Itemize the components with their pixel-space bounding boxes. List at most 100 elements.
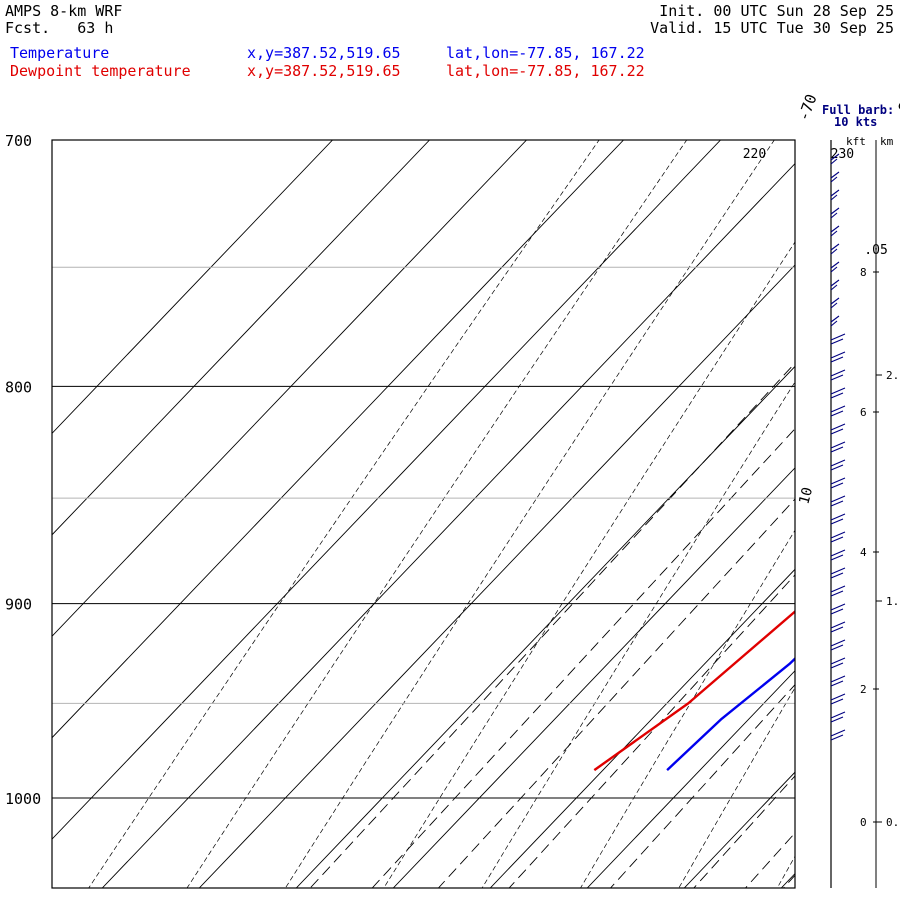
wind-barb <box>830 531 846 543</box>
wind-barb <box>830 153 840 165</box>
mixing-ratio-line <box>744 832 795 888</box>
pressure-tick-label: 900 <box>5 596 32 614</box>
temperature-tick-label: -60 <box>891 92 900 124</box>
legend-temperature-latlon: lat,lon=-77.85, 167.22 <box>446 44 645 62</box>
theta-label: 220 <box>743 147 766 162</box>
wind-barb <box>830 693 846 705</box>
isotherm-line <box>52 140 721 840</box>
barb-speed-label: 10 <box>796 486 816 506</box>
wind-barb <box>830 405 846 417</box>
wind-barb <box>830 207 840 219</box>
wind-barb <box>830 603 846 615</box>
valid-label: Valid. <box>650 19 705 37</box>
wind-barb <box>830 549 846 561</box>
isotherm-line <box>52 140 527 637</box>
temperature-tick-label: -70 <box>794 92 820 124</box>
wind-barb <box>830 189 840 201</box>
isotherm-line <box>586 670 795 888</box>
wind-barb <box>830 621 846 633</box>
wind-barb <box>830 441 846 453</box>
dry-adiabat <box>481 381 795 888</box>
wind-barb <box>830 477 846 489</box>
dewpoint-profile <box>593 610 795 772</box>
km-tick-label: 0. <box>886 816 899 829</box>
wind-barb <box>830 639 846 651</box>
mixing-ratio-line <box>437 498 795 888</box>
theta-label: 230 <box>831 147 854 162</box>
kft-tick-label: 6 <box>860 406 867 419</box>
kft-tick-label: 4 <box>860 546 867 559</box>
wind-barb <box>830 729 846 741</box>
wind-barb <box>830 351 846 363</box>
dry-adiabat <box>186 140 688 888</box>
init-time: Init. 00 UTC Sun 28 Sep 25 <box>659 3 894 20</box>
wind-barb <box>830 333 846 345</box>
mixing-ratio-line <box>609 684 795 888</box>
wind-barb <box>830 243 840 255</box>
wind-barb <box>830 423 846 435</box>
temperature-profile <box>666 657 795 771</box>
mixing-ratio-line <box>693 775 795 888</box>
legend-dewpoint-label: Dewpoint temperature <box>10 62 191 80</box>
wind-barb <box>830 495 846 507</box>
dry-adiabat <box>284 140 775 888</box>
dry-adiabat <box>866 87 900 900</box>
kft-tick-label: 2 <box>860 683 867 696</box>
legend-dewpoint-latlon: lat,lon=-77.85, 167.22 <box>446 62 645 80</box>
isotherm-line <box>295 365 795 888</box>
wind-barb <box>830 711 846 723</box>
mixing-ratio-line <box>508 574 795 888</box>
wind-barb <box>830 315 840 327</box>
isotherm-line <box>101 162 795 888</box>
wind-barb <box>830 567 846 579</box>
isotherm-line <box>198 264 795 888</box>
dry-adiabat <box>776 855 795 888</box>
isotherm-line <box>52 140 624 739</box>
forecast-hour: Fcst. 63 h <box>5 20 113 37</box>
fcst-value: 63 h <box>77 19 114 37</box>
wind-barb <box>830 513 846 525</box>
pressure-tick-label: 700 <box>5 132 32 150</box>
barb-legend-line2: 10 kts <box>834 115 877 129</box>
mixing-ratio-line <box>782 874 795 888</box>
isotherm-line <box>52 140 430 536</box>
wind-barb <box>830 387 846 399</box>
init-value: 00 UTC Sun 28 Sep 25 <box>713 2 894 20</box>
wind-barb <box>830 585 846 597</box>
legend-dewpoint-xy: x,y=387.52,519.65 <box>247 62 401 80</box>
mixing-ratio-line <box>371 428 795 888</box>
kft-tick-label: 8 <box>860 266 867 279</box>
plot-frame <box>51 139 796 889</box>
dry-adiabat <box>678 687 795 888</box>
isotherm-line <box>489 568 795 888</box>
wind-barb <box>830 297 840 309</box>
valid-time: Valid. 15 UTC Tue 30 Sep 25 <box>650 20 894 37</box>
fcst-label: Fcst. <box>5 19 51 37</box>
wind-barb <box>830 279 840 291</box>
wind-barb <box>830 459 846 471</box>
km-tick-label: 2. <box>886 369 899 382</box>
dry-adiabat <box>88 140 600 888</box>
wind-barb <box>830 171 840 183</box>
wind-barb <box>830 657 846 669</box>
wind-barb <box>830 675 846 687</box>
wind-barb <box>830 225 840 237</box>
dry-adiabat <box>580 529 795 888</box>
pressure-tick-label: 800 <box>5 378 32 396</box>
valid-value: 15 UTC Tue 30 Sep 25 <box>713 19 894 37</box>
legend-temperature-xy: x,y=387.52,519.65 <box>247 44 401 62</box>
kft-label: kft <box>846 135 866 148</box>
wind-barb <box>830 369 846 381</box>
dry-adiabat <box>383 241 795 888</box>
model-title: AMPS 8-km WRF <box>5 2 123 20</box>
km-tick-label: 1. <box>886 595 899 608</box>
isotherm-line <box>52 140 333 435</box>
legend-temperature-label: Temperature <box>10 44 110 62</box>
wind-barb <box>830 261 840 273</box>
kft-tick-label: 0 <box>860 816 867 829</box>
isotherm-line <box>392 467 795 888</box>
barb-legend-line1: Full barb: <box>822 103 894 117</box>
mixing-ratio-line <box>824 267 900 900</box>
pressure-tick-label: 1000 <box>5 790 41 808</box>
